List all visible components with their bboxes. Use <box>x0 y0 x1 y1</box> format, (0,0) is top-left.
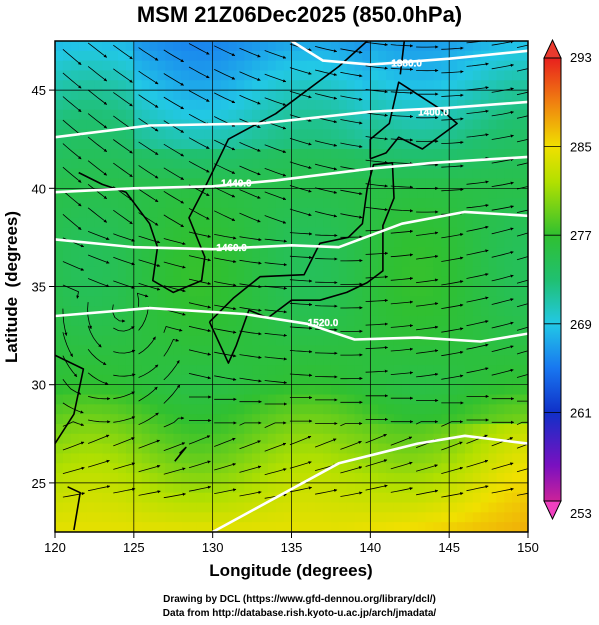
contour-label-1440-0: 1440.0 <box>221 178 252 189</box>
y-tick-label: 40 <box>32 181 46 196</box>
colorbar-top-arrow <box>543 38 562 59</box>
colorbar-tick-label: 285 <box>570 140 592 155</box>
x-axis-label: Longitude (degrees) <box>209 561 372 580</box>
colorbar-tick-label: 277 <box>570 228 592 243</box>
y-tick-label: 45 <box>32 83 46 98</box>
colorbar-tick-label: 269 <box>570 317 592 332</box>
contour-label-1520-0: 1520.0 <box>308 318 339 329</box>
x-tick-label: 120 <box>44 540 66 555</box>
credit-line-2: Data from http://database.rish.kyoto-u.a… <box>162 608 437 619</box>
height-contours: 1380.0 1400.0 1440.0 1460.0 1520.0 <box>55 41 528 532</box>
y-axis: 25 30 35 40 45 <box>32 83 55 491</box>
x-tick-label: 140 <box>359 540 381 555</box>
x-tick-label: 130 <box>202 540 224 555</box>
colorbar-tick-label: 261 <box>570 405 592 420</box>
y-tick-label: 25 <box>32 476 46 491</box>
contour-label-1400-0: 1400.0 <box>418 108 449 119</box>
x-tick-label: 150 <box>517 540 539 555</box>
credit-line-1: Drawing by DCL (https://www.gfd-dennou.o… <box>163 594 436 605</box>
x-tick-label: 125 <box>123 540 145 555</box>
y-tick-label: 35 <box>32 280 46 295</box>
colorbar-bottom-arrow <box>543 500 562 521</box>
chart-title: MSM 21Z06Dec2025 (850.0hPa) <box>136 2 463 27</box>
colorbar-tick-label: 293 <box>570 50 592 65</box>
y-axis-label: Latitude (degrees) <box>2 211 21 363</box>
contour-label-1460-0: 1460.0 <box>216 243 247 254</box>
y-tick-label: 30 <box>32 378 46 393</box>
contour-label-1380-0: 1380.0 <box>391 59 422 70</box>
colorbar-tick-label: 253 <box>570 506 592 521</box>
streamlines <box>62 41 528 499</box>
colorbar-fill <box>543 57 562 502</box>
x-axis: 120 125 130 135 140 145 150 <box>44 532 539 555</box>
grid-lines <box>55 41 528 532</box>
map-plot-area: 1380.0 1400.0 1440.0 1460.0 1520.0 <box>55 41 528 532</box>
x-tick-label: 145 <box>438 540 460 555</box>
colorbar: 293 285 277 269 261 253 <box>543 38 592 521</box>
x-tick-label: 135 <box>281 540 303 555</box>
credit-text: Drawing by DCL (https://www.gfd-dennou.o… <box>0 593 599 621</box>
